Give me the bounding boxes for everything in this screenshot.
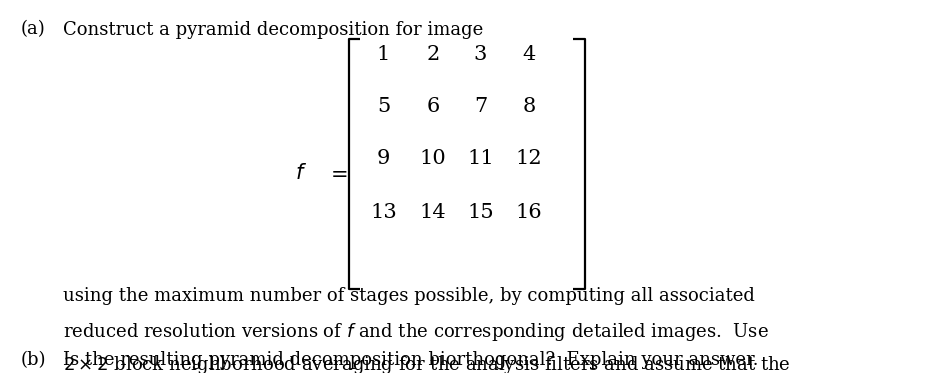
- Text: $2 \times 2$ block neighborhood averaging for the analysis filters and assume th: $2 \times 2$ block neighborhood averagin…: [63, 354, 791, 373]
- Text: 8: 8: [522, 97, 535, 116]
- Text: $=$: $=$: [326, 164, 347, 183]
- Text: 1: 1: [377, 45, 390, 63]
- Text: 10: 10: [420, 149, 446, 168]
- Text: 3: 3: [474, 45, 487, 63]
- Text: 14: 14: [420, 203, 446, 222]
- Text: Is the resulting pyramid decomposition biorthogonal?  Explain your answer.: Is the resulting pyramid decomposition b…: [63, 351, 759, 369]
- Text: $f$: $f$: [295, 163, 307, 184]
- Text: (a): (a): [20, 21, 46, 38]
- Text: 11: 11: [467, 149, 493, 168]
- Text: reduced resolution versions of $f$ and the corresponding detailed images.  Use: reduced resolution versions of $f$ and t…: [63, 321, 769, 343]
- Text: 7: 7: [474, 97, 487, 116]
- Text: (b): (b): [20, 351, 46, 369]
- Text: 5: 5: [377, 97, 390, 116]
- Text: 15: 15: [467, 203, 493, 222]
- Text: 4: 4: [522, 45, 535, 63]
- Text: 12: 12: [516, 149, 542, 168]
- Text: 13: 13: [371, 203, 397, 222]
- Text: 16: 16: [516, 203, 542, 222]
- Text: 9: 9: [377, 149, 390, 168]
- Text: Construct a pyramid decomposition for image: Construct a pyramid decomposition for im…: [63, 21, 483, 38]
- Text: 2: 2: [426, 45, 439, 63]
- Text: 6: 6: [426, 97, 439, 116]
- Text: using the maximum number of stages possible, by computing all associated: using the maximum number of stages possi…: [63, 287, 755, 305]
